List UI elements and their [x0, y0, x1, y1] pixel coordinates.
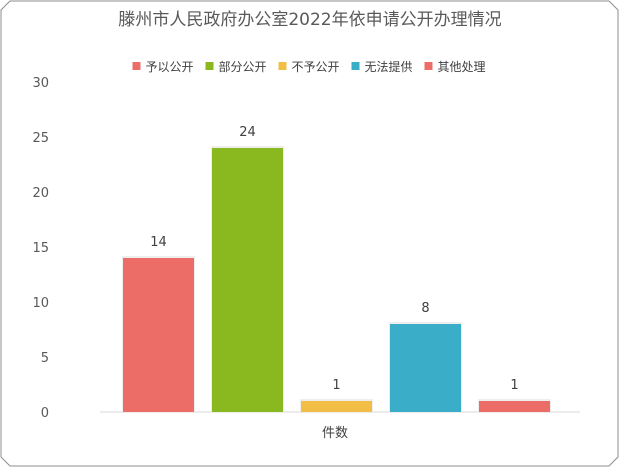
- bar-data-label: 1: [332, 378, 340, 393]
- y-tick-label: 10: [32, 296, 49, 311]
- bar: [479, 401, 550, 412]
- legend-label: 不予公开: [292, 60, 340, 74]
- bar: [123, 258, 194, 412]
- legend-label: 予以公开: [146, 60, 194, 74]
- legend-label: 无法提供: [365, 59, 413, 74]
- bar: [212, 148, 283, 412]
- y-axis: 0 5 10 15 20 25 30: [32, 76, 49, 421]
- y-tick-label: 0: [41, 406, 49, 421]
- bars: 14 24 1 8 1: [122, 125, 551, 412]
- bar-data-label: 24: [239, 125, 256, 140]
- y-tick-label: 30: [32, 76, 49, 91]
- y-tick-label: 25: [32, 131, 49, 146]
- legend-swatch: [351, 62, 360, 70]
- bar-data-label: 1: [510, 378, 518, 393]
- chart-title: 滕州市人民政府办公室2022年依申请公开办理情况: [118, 10, 501, 30]
- legend-swatch: [278, 62, 287, 70]
- bar: [301, 401, 372, 412]
- y-tick-label: 20: [32, 186, 49, 201]
- legend-swatch: [132, 62, 141, 70]
- x-axis-category-label: 件数: [322, 426, 348, 441]
- bar-data-label: 8: [421, 301, 429, 316]
- bar-data-label: 14: [150, 235, 167, 250]
- legend-label: 部分公开: [219, 59, 267, 74]
- bar: [390, 324, 461, 412]
- y-tick-label: 5: [41, 351, 49, 366]
- y-tick-label: 15: [32, 241, 49, 256]
- legend-swatch: [205, 62, 214, 70]
- legend: 予以公开 部分公开 不予公开 无法提供 其他处理: [132, 59, 486, 74]
- legend-label: 其他处理: [438, 60, 486, 74]
- legend-swatch: [424, 62, 433, 70]
